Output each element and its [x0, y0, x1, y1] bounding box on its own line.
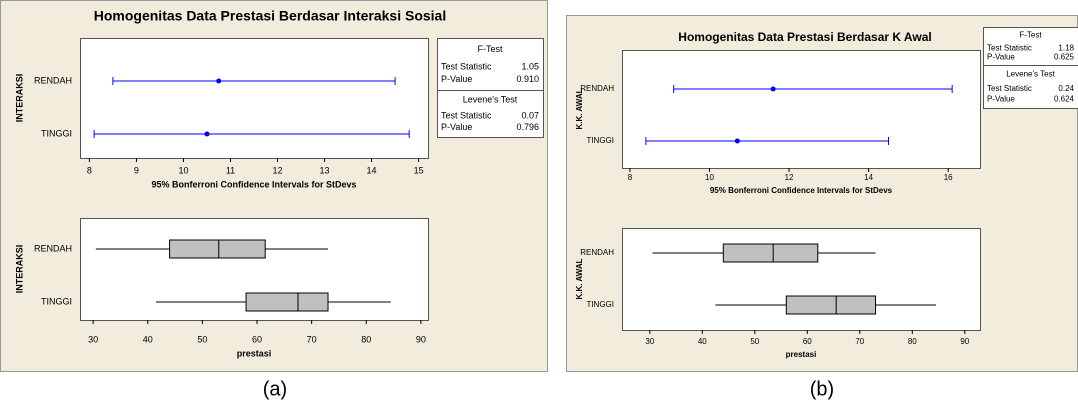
x-tick-label: 10: [705, 173, 714, 182]
test-value: 1.05: [521, 61, 539, 71]
x-tick-label: 8: [628, 173, 633, 182]
x-tick-label: 14: [367, 165, 377, 175]
x-tick-label: 90: [960, 337, 969, 346]
test-name: F-Test: [1019, 30, 1042, 39]
x-tick-label: 14: [864, 173, 873, 182]
box: [245, 292, 329, 312]
x-tick-label: 40: [143, 334, 153, 344]
test-name: Levene's Test: [1006, 70, 1055, 79]
y-tick-label: TINGGI: [41, 128, 72, 138]
x-tick-label: 70: [855, 337, 864, 346]
test-box: [437, 90, 544, 138]
test-box: [437, 38, 544, 91]
test-box: [983, 65, 1078, 109]
x-tick-label: 30: [645, 337, 654, 346]
box: [785, 295, 877, 315]
x-tick-label: 90: [416, 334, 426, 344]
test-value: 0.796: [516, 122, 539, 132]
y-tick-label: TINGGI: [41, 296, 72, 306]
caption: (a): [263, 378, 287, 400]
y-tick-label: TINGGI: [586, 136, 614, 145]
y-axis-label: INTERAKSI: [14, 74, 24, 123]
y-tick-label: RENDAH: [580, 248, 614, 257]
x-tick-label: 80: [361, 334, 371, 344]
x-tick-label: 10: [178, 165, 188, 175]
x-tick-label: 8: [87, 165, 92, 175]
test-label: Test Statistic: [987, 84, 1032, 93]
x-tick-label: 12: [273, 165, 283, 175]
x-tick-label: 16: [944, 173, 953, 182]
test-value: 0.625: [1054, 53, 1075, 62]
test-label: P-Value: [441, 74, 472, 84]
x-axis-label: 95% Bonferroni Confidence Intervals for …: [151, 179, 356, 189]
test-name: Levene's Test: [463, 95, 518, 105]
x-tick-label: 15: [414, 165, 424, 175]
y-axis-label: K.K. AWAL: [575, 88, 584, 129]
ci-point: [204, 131, 210, 137]
x-tick-label: 30: [88, 334, 98, 344]
y-axis-label: K.K. AWAL: [575, 258, 584, 299]
caption: (b): [810, 378, 834, 400]
y-tick-label: RENDAH: [34, 243, 72, 253]
x-tick-label: 13: [320, 165, 330, 175]
test-box: [983, 27, 1078, 66]
y-tick-label: RENDAH: [580, 84, 614, 93]
x-axis-label: 95% Bonferroni Confidence Intervals for …: [710, 186, 893, 195]
test-label: Test Statistic: [441, 61, 492, 71]
box: [169, 239, 266, 259]
x-axis-label: prestasi: [786, 350, 817, 359]
test-label: Test Statistic: [441, 111, 492, 121]
y-tick-label: RENDAH: [34, 75, 72, 85]
x-tick-label: 80: [908, 337, 917, 346]
ci-point: [216, 78, 222, 84]
chart-title: Homogenitas Data Prestasi Berdasar Inter…: [94, 8, 446, 24]
x-tick-label: 40: [698, 337, 707, 346]
chart-title: Homogenitas Data Prestasi Berdasar K Awa…: [678, 30, 931, 44]
y-tick-label: TINGGI: [586, 300, 614, 309]
plot-area: [80, 38, 429, 159]
ci-point: [770, 86, 776, 92]
ci-point: [734, 138, 740, 144]
x-tick-label: 11: [226, 165, 235, 175]
test-value: 0.07: [521, 111, 539, 121]
x-tick-label: 70: [307, 334, 317, 344]
plot-area: [622, 50, 981, 169]
x-tick-label: 60: [252, 334, 262, 344]
test-value: 1.18: [1058, 43, 1074, 52]
test-label: P-Value: [441, 122, 472, 132]
test-label: P-Value: [987, 95, 1015, 104]
x-tick-label: 50: [197, 334, 207, 344]
x-tick-label: 9: [134, 165, 139, 175]
x-tick-label: 12: [785, 173, 794, 182]
x-tick-label: 60: [803, 337, 812, 346]
box: [722, 243, 819, 263]
y-axis-label: INTERAKSI: [14, 245, 24, 294]
x-axis-label: prestasi: [237, 348, 272, 358]
test-label: Test Statistic: [987, 43, 1032, 52]
test-value: 0.624: [1054, 95, 1075, 104]
test-label: P-Value: [987, 53, 1015, 62]
test-name: F-Test: [477, 44, 503, 54]
test-value: 0.910: [516, 74, 539, 84]
x-tick-label: 50: [750, 337, 759, 346]
test-value: 0.24: [1058, 84, 1074, 93]
